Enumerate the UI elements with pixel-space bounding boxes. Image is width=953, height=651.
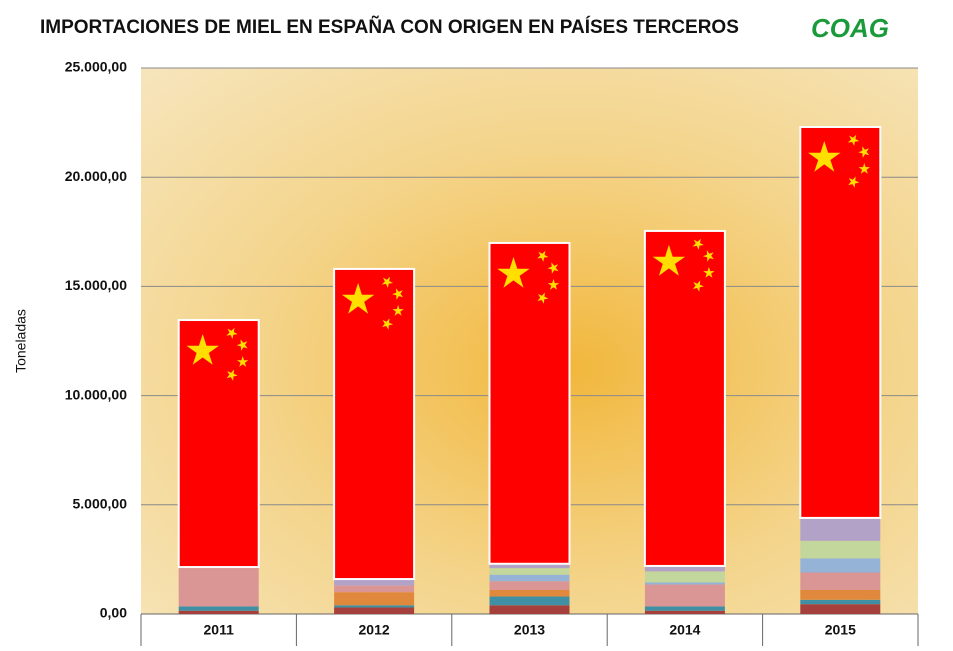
bar-segment	[489, 574, 570, 582]
flag-star	[547, 262, 559, 274]
bar-segment	[644, 565, 725, 572]
bar-segment	[489, 596, 570, 606]
x-tick-label: 2015	[825, 622, 856, 638]
bar-segment	[178, 610, 259, 614]
flag-star	[808, 141, 841, 172]
bar-segment	[334, 607, 415, 614]
flag-star	[392, 288, 404, 300]
flag-star	[381, 276, 393, 288]
flag-star	[847, 134, 860, 146]
bar-segment	[800, 599, 881, 605]
flag-star	[341, 282, 375, 314]
bar-segment	[178, 567, 259, 607]
flag-star	[858, 163, 870, 174]
x-tick-label: 2011	[204, 622, 235, 638]
bar-segment	[644, 610, 725, 614]
bar-segment	[489, 581, 570, 590]
bar-segment	[644, 582, 725, 585]
flag-star	[226, 327, 238, 339]
flag-star	[692, 238, 704, 250]
bar-segment	[489, 563, 570, 569]
flag-star	[237, 356, 249, 367]
y-tick-label: 20.000,00	[65, 168, 127, 184]
flag-star	[848, 176, 860, 188]
y-tick-label: 25.000,00	[65, 59, 127, 75]
bar-segment	[178, 606, 259, 611]
y-tick-label: 5.000,00	[73, 496, 128, 512]
flag-star	[186, 334, 219, 365]
flag-star	[858, 146, 870, 158]
bar-segment	[334, 592, 415, 606]
bar-segment	[799, 125, 882, 519]
flag-star	[497, 256, 530, 288]
logo: COAG	[811, 13, 889, 43]
bar-segment	[644, 584, 725, 607]
bar-segment	[643, 229, 726, 567]
y-axis-label: Toneladas	[13, 309, 29, 373]
flag-star	[382, 318, 394, 330]
bar-segment	[800, 517, 881, 541]
flag-star	[392, 304, 404, 316]
bar-segment	[177, 319, 260, 569]
flag-star	[236, 339, 248, 351]
bar-segment	[800, 558, 881, 573]
bar-segment	[644, 571, 725, 583]
x-tick-label: 2012	[359, 622, 390, 638]
flag-star	[702, 250, 714, 262]
bar-segment	[644, 606, 725, 611]
bar-segment	[800, 572, 881, 590]
flag-star	[692, 280, 704, 292]
flag-star	[537, 292, 549, 304]
flag-star	[703, 266, 715, 278]
bar-segment	[800, 604, 881, 614]
y-tick-label: 10.000,00	[65, 386, 127, 402]
bar-segment	[800, 589, 881, 600]
flag-star	[226, 369, 238, 381]
flag-star	[547, 278, 560, 290]
flag-star	[537, 250, 549, 262]
bar-segment	[333, 267, 416, 581]
bar-segment	[334, 605, 415, 608]
flag-star	[652, 244, 686, 276]
y-tick-label: 15.000,00	[65, 277, 127, 293]
chart-title: IMPORTACIONES DE MIEL EN ESPAÑA CON ORIG…	[40, 16, 739, 38]
bar-segment	[489, 589, 570, 597]
bar-segment	[489, 605, 570, 614]
bar-segment	[489, 568, 570, 575]
x-tick-label: 2013	[514, 622, 545, 638]
y-tick-label: 0,00	[100, 605, 127, 621]
bar-segment	[334, 579, 415, 586]
bar-segment	[334, 585, 415, 593]
bar-segment	[488, 241, 571, 565]
x-tick-label: 2014	[669, 622, 700, 638]
bar-segment	[800, 540, 881, 559]
